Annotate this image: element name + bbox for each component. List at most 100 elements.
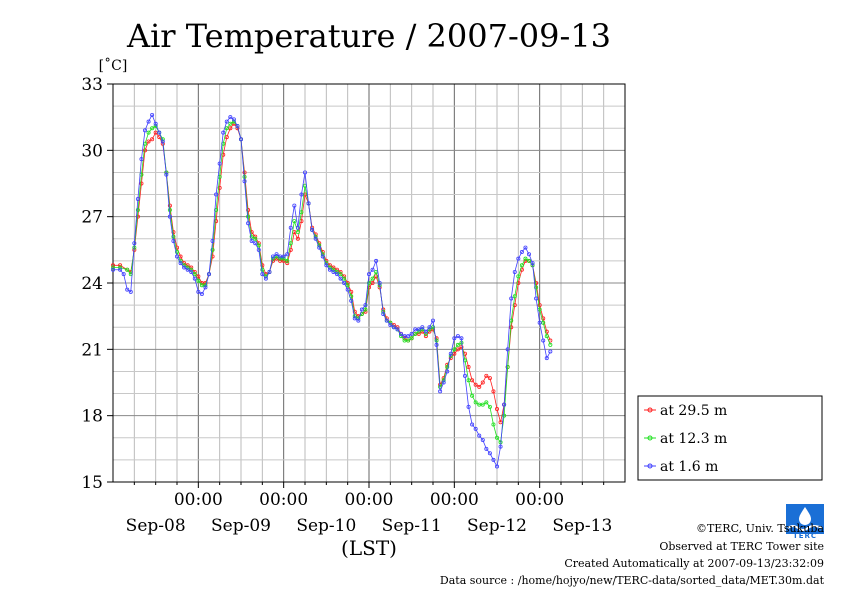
data-point xyxy=(324,263,329,268)
data-point xyxy=(484,373,489,378)
data-point xyxy=(430,318,435,323)
data-point xyxy=(381,311,386,316)
data-point xyxy=(455,342,460,347)
data-point xyxy=(295,230,300,235)
x-tick-date-label: Sep-13 xyxy=(552,516,612,536)
data-point xyxy=(111,267,116,272)
data-point xyxy=(466,365,471,370)
data-point xyxy=(416,329,421,334)
data-point xyxy=(199,292,204,297)
data-point xyxy=(398,331,403,336)
data-point xyxy=(356,318,361,323)
y-tick-label: 33 xyxy=(81,75,103,95)
data-point xyxy=(480,380,485,385)
data-point xyxy=(295,236,300,241)
data-point xyxy=(406,338,411,343)
data-point xyxy=(473,400,478,405)
x-axis-label: (LST) xyxy=(341,536,397,560)
data-point xyxy=(423,329,428,334)
data-point xyxy=(196,274,201,279)
data-point xyxy=(544,329,549,334)
data-point xyxy=(527,258,532,263)
data-point xyxy=(150,126,155,131)
data-point xyxy=(466,404,471,409)
data-point xyxy=(302,170,307,175)
data-point xyxy=(210,238,215,243)
data-point xyxy=(466,378,471,383)
data-point xyxy=(221,130,226,135)
data-point xyxy=(544,356,549,361)
data-point xyxy=(185,267,190,272)
data-point xyxy=(160,139,165,144)
data-point xyxy=(150,112,155,117)
data-point xyxy=(516,274,521,279)
data-point xyxy=(438,389,443,394)
y-axis-label: [˚C] xyxy=(99,57,128,74)
data-point xyxy=(228,115,233,120)
data-point xyxy=(512,294,517,299)
data-point xyxy=(512,269,517,274)
data-point xyxy=(494,407,499,412)
data-point xyxy=(445,369,450,374)
data-point xyxy=(135,208,140,213)
data-point xyxy=(505,365,510,370)
series-line xyxy=(113,114,551,468)
x-tick-time-label: 00:00 xyxy=(515,490,564,510)
logo-wave xyxy=(787,525,823,531)
data-point xyxy=(182,265,187,270)
data-point xyxy=(487,376,492,381)
data-point xyxy=(491,457,496,462)
data-point xyxy=(459,345,464,350)
legend-marker-2 xyxy=(647,463,653,469)
data-point xyxy=(196,278,201,283)
data-point xyxy=(281,254,286,259)
series-line xyxy=(113,123,551,423)
data-point xyxy=(167,214,172,219)
data-point xyxy=(548,349,553,354)
data-point xyxy=(135,196,140,201)
data-point xyxy=(249,234,254,239)
x-tick-date-label: Sep-09 xyxy=(211,516,271,536)
data-point xyxy=(256,243,261,248)
data-point xyxy=(310,227,315,232)
data-point xyxy=(174,254,179,259)
data-point xyxy=(548,342,553,347)
data-point xyxy=(146,119,151,124)
data-point xyxy=(253,236,258,241)
data-point xyxy=(505,347,510,352)
data-point xyxy=(299,192,304,197)
data-point xyxy=(192,272,197,277)
data-point xyxy=(527,252,532,257)
data-point xyxy=(484,400,489,405)
chart-title: Air Temperature / 2007-09-13 xyxy=(126,17,611,55)
data-point xyxy=(224,119,229,124)
data-point xyxy=(491,422,496,427)
data-point xyxy=(363,303,368,308)
data-point xyxy=(477,384,482,389)
y-tick-label: 24 xyxy=(81,274,103,294)
data-point xyxy=(494,435,499,440)
data-point xyxy=(125,287,130,292)
data-point xyxy=(132,241,137,246)
data-point xyxy=(217,161,222,166)
data-point xyxy=(537,320,542,325)
data-point xyxy=(235,124,240,129)
legend-label-2: at 1.6 m xyxy=(660,459,718,475)
data-point xyxy=(416,327,421,332)
data-point xyxy=(224,135,229,140)
legend-box xyxy=(637,395,823,481)
data-point xyxy=(452,336,457,341)
y-tick-label: 18 xyxy=(81,407,103,427)
data-point xyxy=(221,152,226,157)
data-point xyxy=(448,351,453,356)
data-point xyxy=(420,325,425,330)
data-point xyxy=(246,208,251,213)
data-point xyxy=(327,267,332,272)
data-point xyxy=(494,464,499,469)
data-point xyxy=(256,247,261,252)
data-point xyxy=(409,331,414,336)
logo-drop xyxy=(799,507,811,525)
y-tick-label: 15 xyxy=(81,473,103,493)
data-point xyxy=(370,267,375,272)
data-point xyxy=(434,338,439,343)
